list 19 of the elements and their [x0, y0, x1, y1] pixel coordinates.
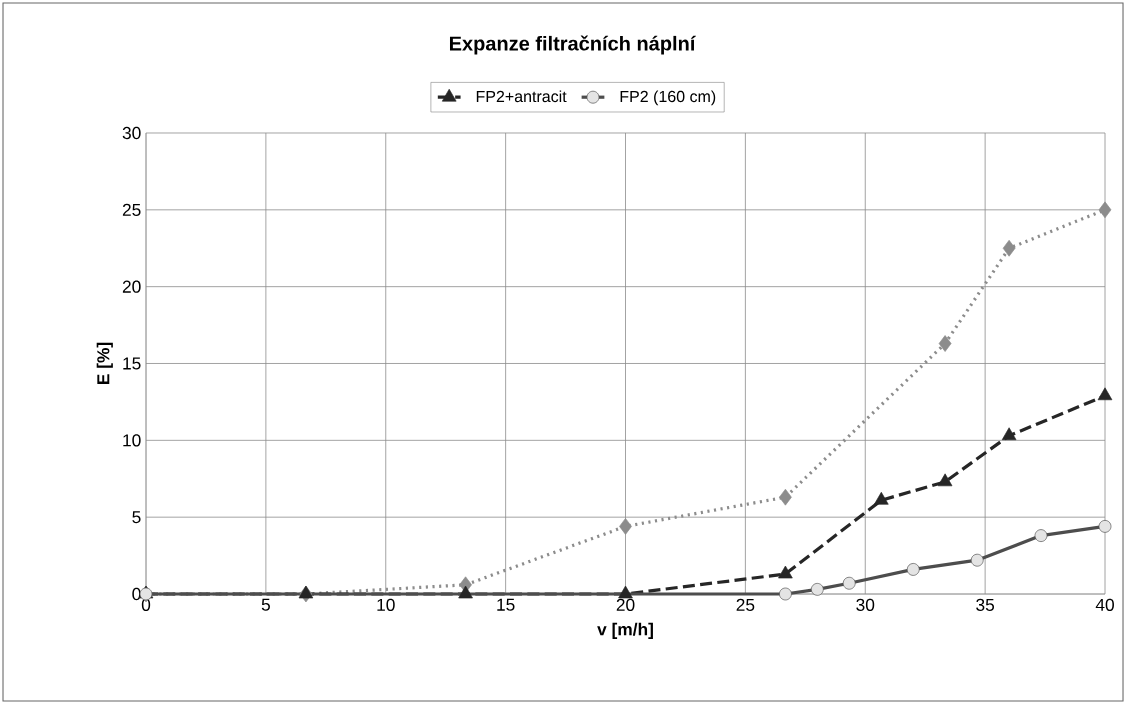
x-tick-label: 35	[976, 598, 995, 611]
y-tick-label: 15	[123, 357, 141, 370]
x-tick-label: 30	[856, 598, 875, 611]
x-tick-label: 20	[616, 598, 635, 611]
legend-label: FP2+antracit	[476, 90, 567, 103]
x-tick-label: 15	[497, 598, 515, 611]
x-axis-title: v [m/h]	[597, 622, 653, 639]
y-tick-label: 10	[123, 434, 141, 447]
x-tick-label: 25	[736, 598, 755, 611]
y-axis-title: E [%]	[96, 342, 113, 385]
y-tick-label: 5	[132, 511, 141, 524]
y-tick-label: 25	[122, 203, 141, 216]
y-tick-label: 20	[122, 280, 141, 293]
x-tick-label: 5	[261, 598, 270, 611]
legend-label: FP2 (160 cm)	[620, 90, 716, 106]
y-tick-label: 30	[122, 126, 141, 140]
x-tick-label: 40	[1095, 598, 1114, 611]
chart-title: Expanze filtračních náplní	[449, 35, 696, 55]
x-tick-label: 10	[377, 598, 395, 611]
